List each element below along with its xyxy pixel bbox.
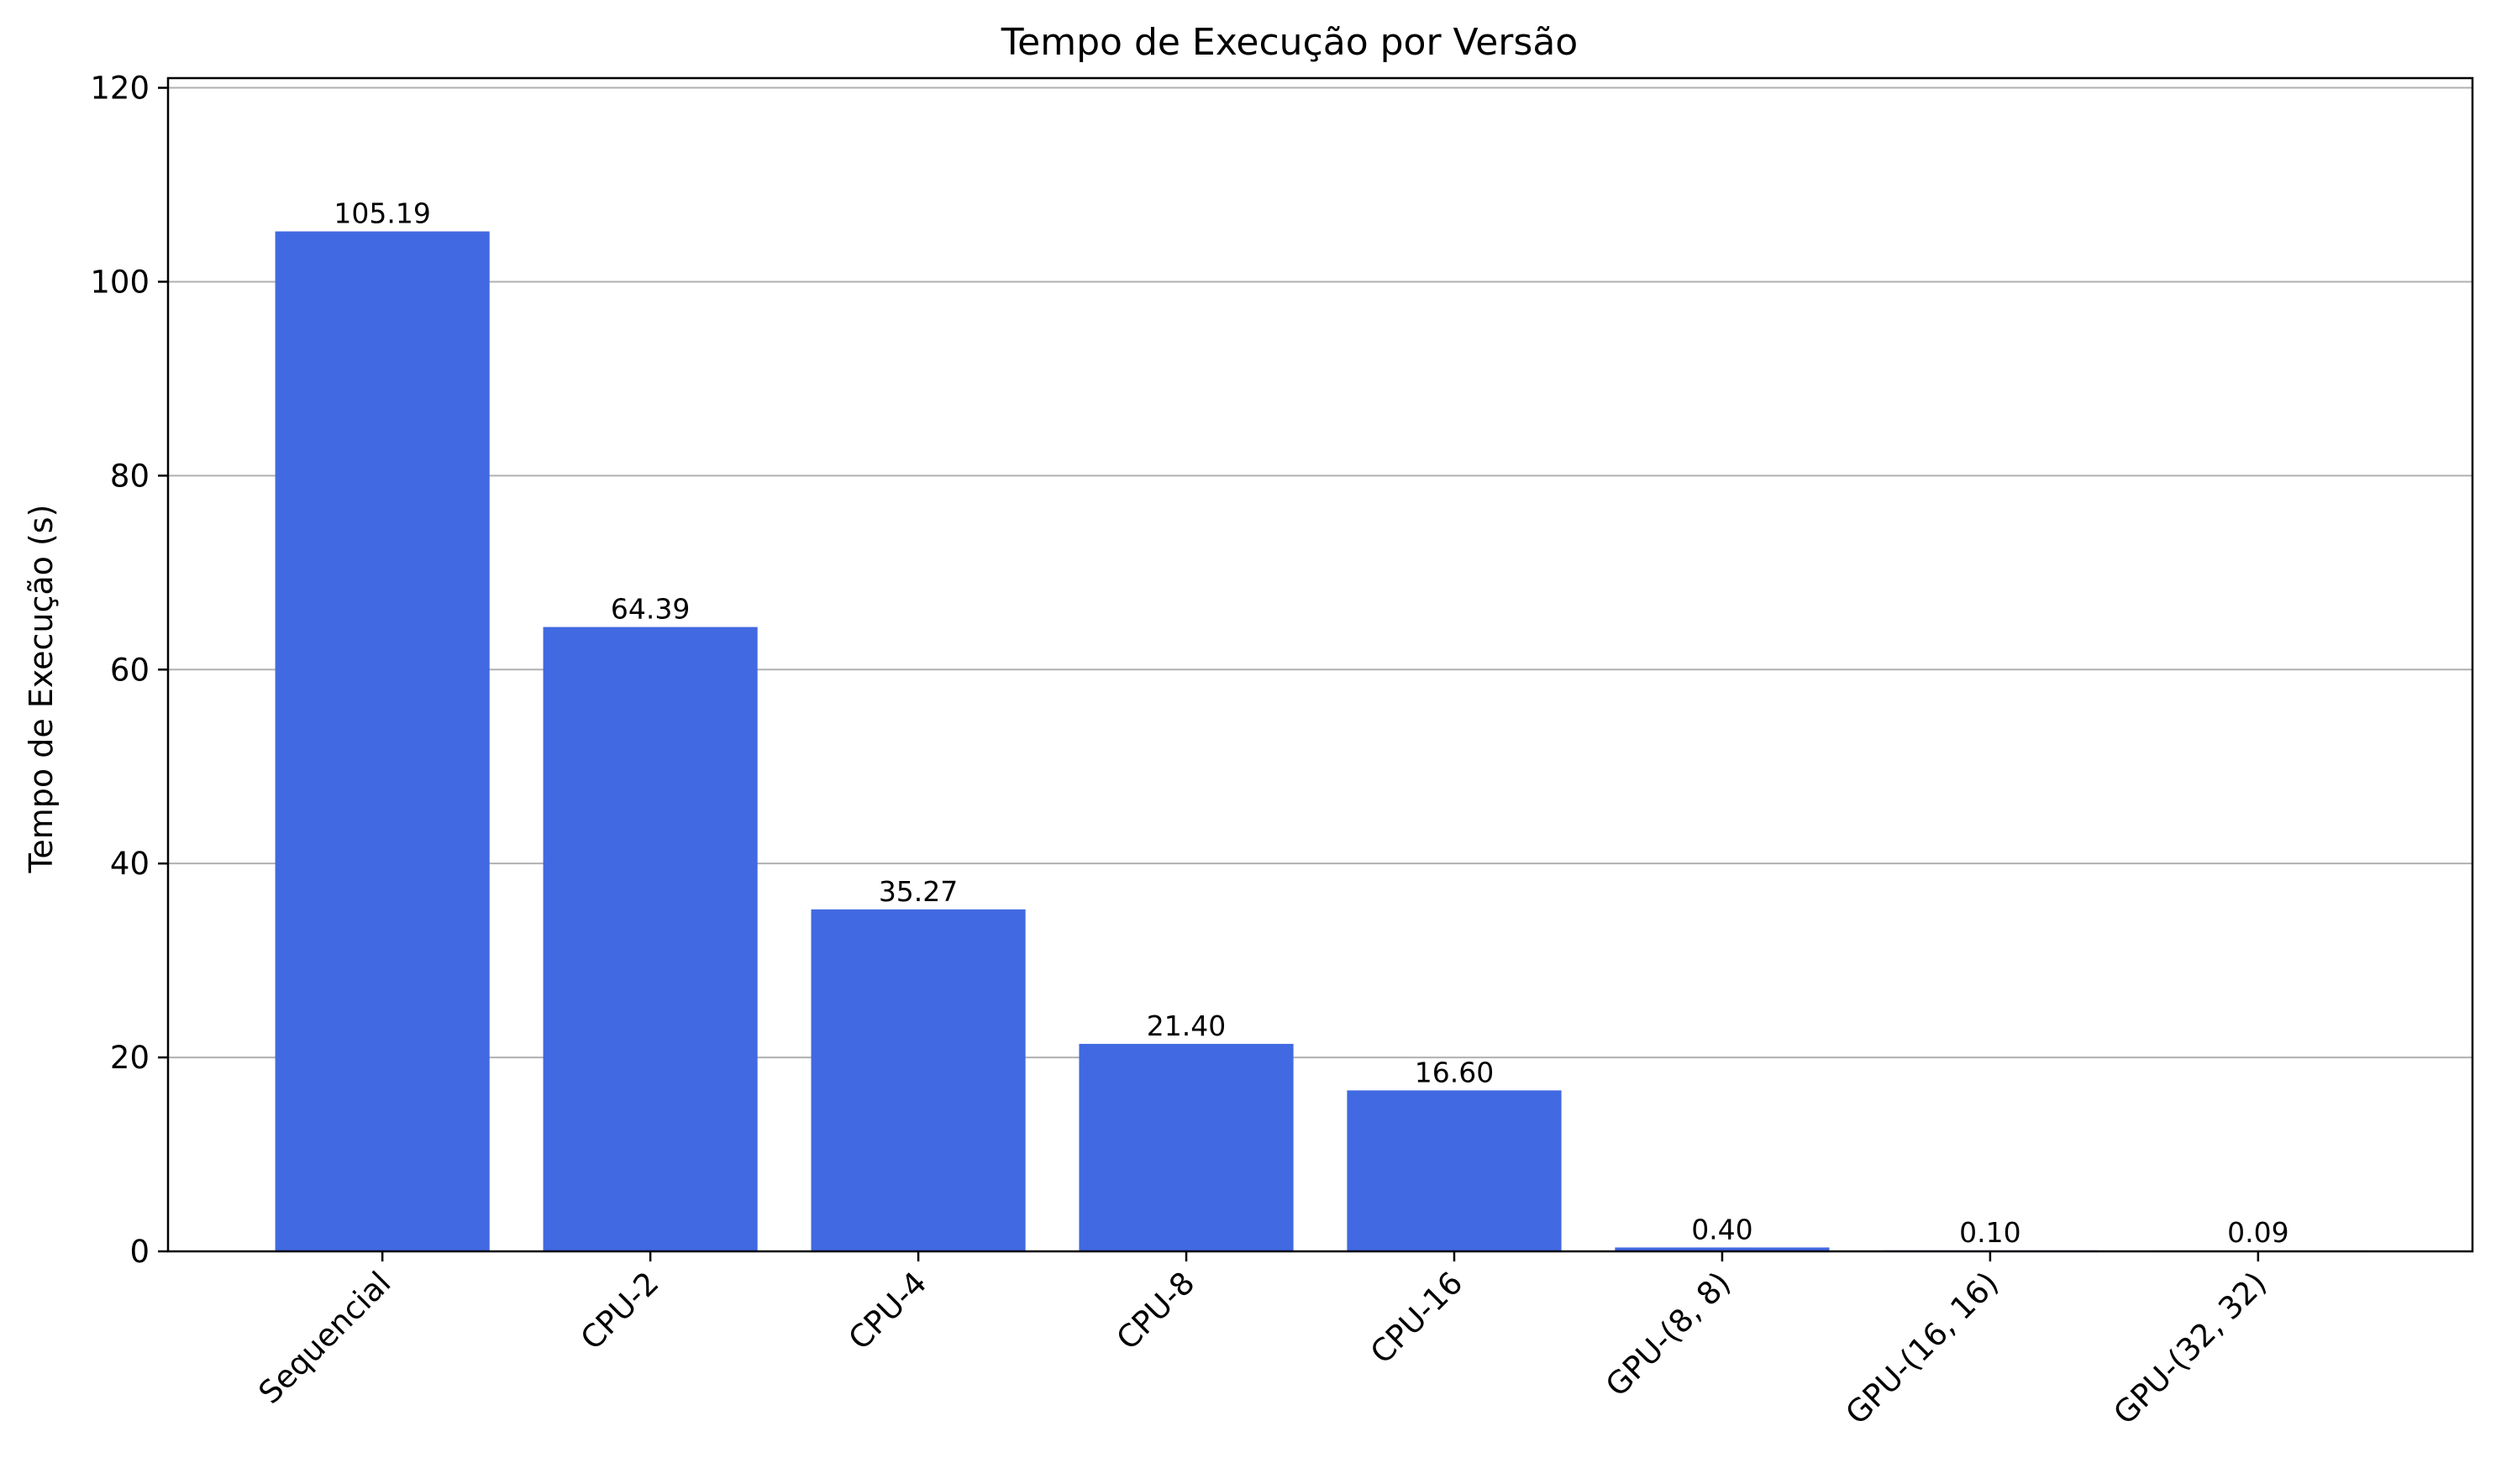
x-axis: Sequencial CPU-2 CPU-4 CPU-8 CPU-16 GPU-(8, 8… — [252, 1251, 2274, 1432]
y-tick-label: 120 — [90, 71, 150, 107]
data-label: 64.39 — [611, 593, 690, 626]
x-tick-label: Sequencial — [252, 1265, 398, 1411]
data-label: 21.40 — [1147, 1009, 1226, 1042]
data-label: 105.19 — [334, 197, 430, 230]
y-tick-label: 60 — [110, 652, 150, 688]
x-tick-label: GPU-(8, 8) — [1599, 1265, 1737, 1403]
y-tick-label: 20 — [110, 1040, 150, 1076]
grid-lines — [168, 87, 2472, 1252]
bar — [811, 909, 1026, 1251]
y-tick-label: 80 — [110, 458, 150, 494]
chart-title: Tempo de Execução por Versão — [1001, 21, 1578, 64]
bar — [543, 627, 758, 1251]
data-label: 0.10 — [1959, 1216, 2020, 1249]
bars — [275, 231, 2366, 1251]
plot-frame — [166, 76, 2474, 1253]
data-label: 35.27 — [879, 875, 958, 908]
bar — [275, 231, 490, 1251]
data-labels: 105.19 64.39 35.27 21.40 16.60 0.40 0.10 0.09 — [334, 197, 2288, 1249]
data-label: 0.09 — [2227, 1216, 2288, 1249]
data-label: 0.40 — [1691, 1213, 1752, 1245]
x-tick-label: CPU-8 — [1110, 1265, 1202, 1357]
y-tick-label: 40 — [110, 846, 150, 882]
y-tick-label: 0 — [129, 1234, 150, 1270]
x-tick-label: CPU-2 — [574, 1265, 666, 1357]
x-tick-label: GPU-(32, 32) — [2107, 1265, 2274, 1432]
y-tick-label: 100 — [90, 264, 150, 300]
x-tick-label: CPU-16 — [1364, 1265, 1469, 1371]
x-tick-label: GPU-(16, 16) — [1839, 1265, 2006, 1432]
y-axis: 0 20 40 60 80 100 120 — [90, 71, 168, 1270]
x-tick-label: CPU-4 — [842, 1265, 934, 1357]
data-label: 16.60 — [1415, 1056, 1494, 1088]
y-axis-label: Tempo de Execução (s) — [23, 505, 60, 874]
bar — [1615, 1247, 1830, 1251]
bar — [1079, 1043, 1294, 1251]
bar — [1347, 1090, 1562, 1251]
